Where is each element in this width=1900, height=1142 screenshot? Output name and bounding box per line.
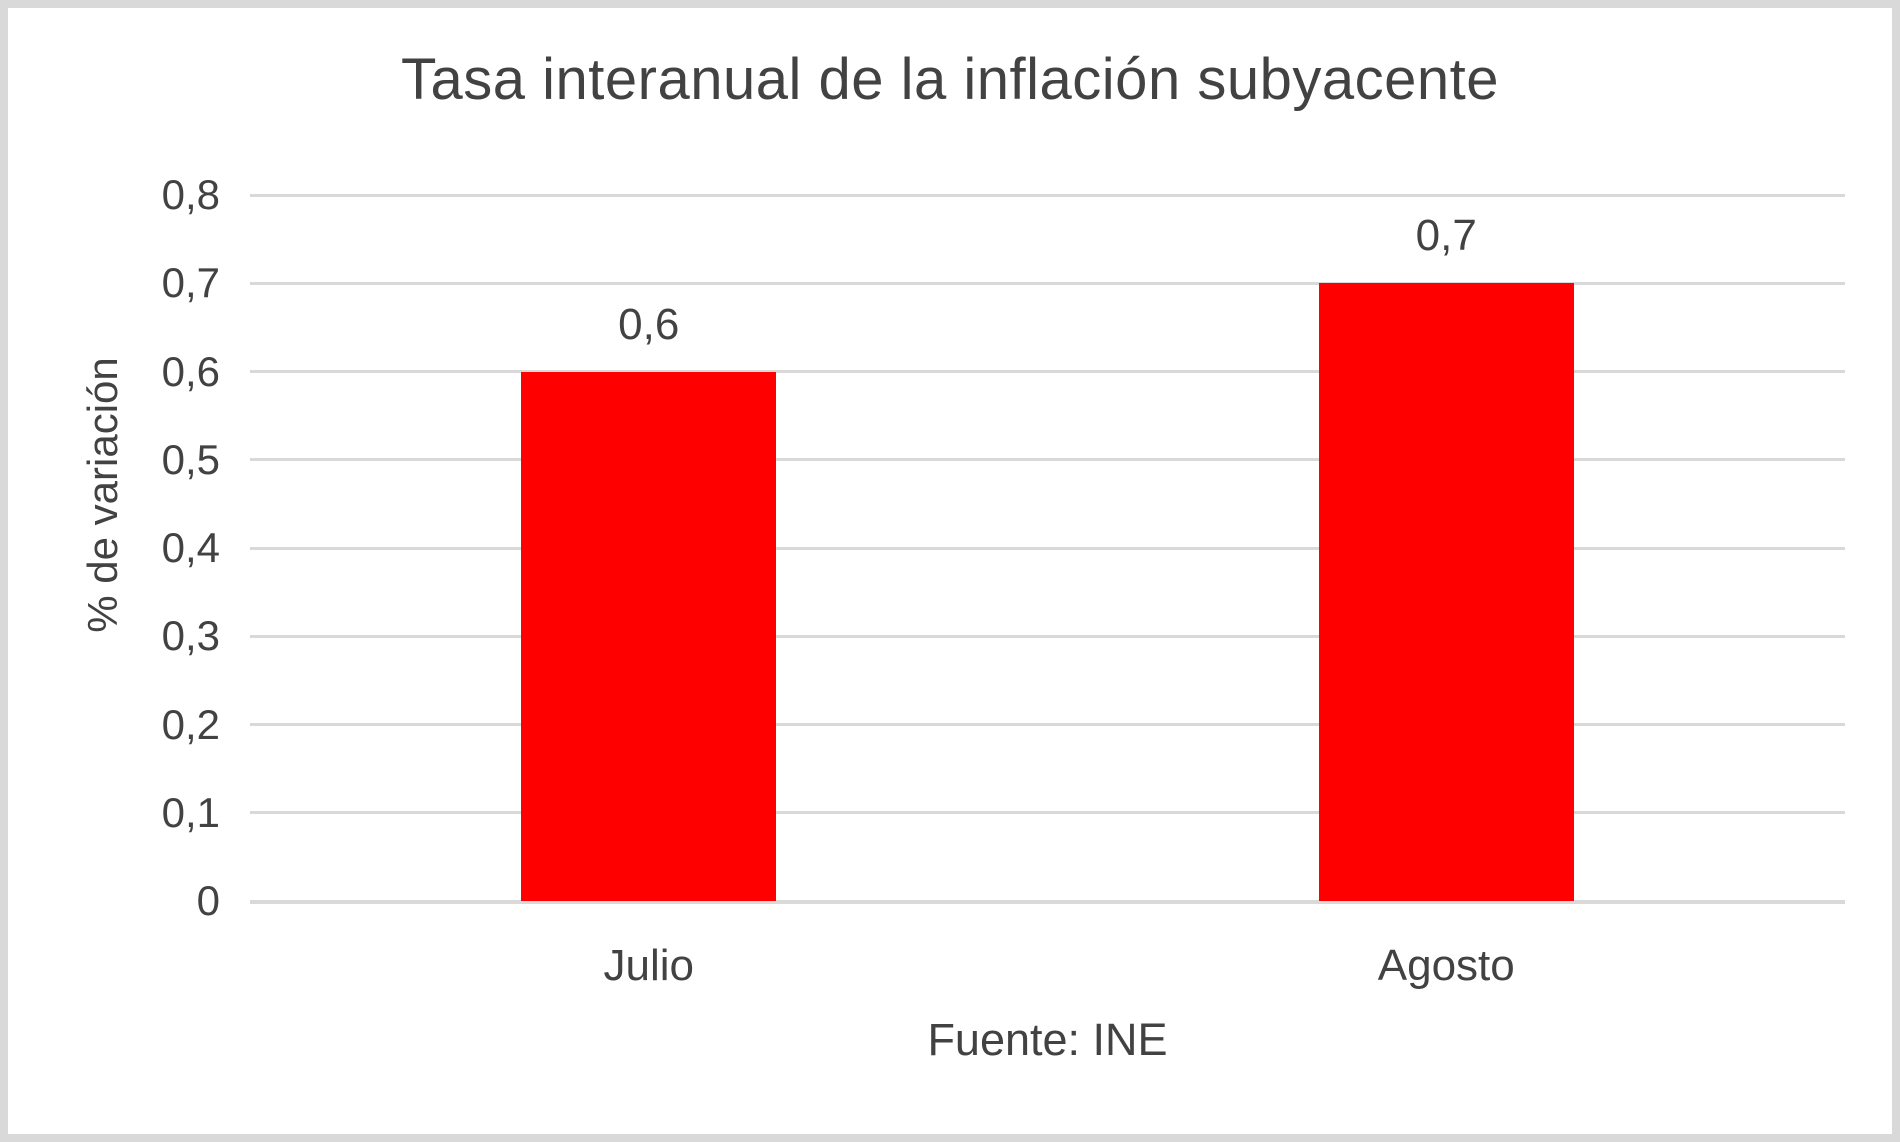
y-axis-title-text: % de variación (79, 357, 126, 633)
x-category-label: Agosto (1377, 941, 1515, 990)
y-tick-label: 0,7 (161, 259, 220, 307)
x-category-label: Julio (603, 941, 695, 990)
y-tick-label: 0,1 (161, 788, 220, 836)
y-tick-label: 0,5 (161, 435, 220, 483)
bar-value-label: 0,7 (1415, 211, 1477, 261)
source-note: Fuente: INE (927, 1014, 1168, 1065)
bar-agosto (1318, 283, 1574, 901)
y-tick-label: 0 (196, 877, 220, 924)
y-tick-label: 0,6 (161, 347, 220, 395)
gridline (250, 811, 1845, 815)
y-tick-label: 0,2 (161, 700, 220, 748)
gridline (250, 546, 1845, 550)
gridline (250, 458, 1845, 462)
y-tick-label: 0,3 (161, 612, 220, 660)
gridline (250, 723, 1845, 726)
bar-julio (521, 371, 777, 901)
y-tick-label: 0,8 (161, 171, 220, 218)
y-tick-label: 0,4 (161, 524, 220, 571)
chart-title: Tasa interanual de la inflación subyacen… (401, 47, 1499, 112)
gridline (250, 193, 1845, 197)
gridline (250, 634, 1845, 638)
bar-value-label: 0,6 (618, 299, 680, 349)
gridline (250, 370, 1845, 373)
plot-area: 0,8 0,7 0,6 0,5 0,4 0,3 0,2 0,1 0 0,6 Julio 0,7 Ago… (162, 171, 1845, 1065)
x-axis-line (250, 899, 1845, 904)
gridline (250, 281, 1845, 285)
